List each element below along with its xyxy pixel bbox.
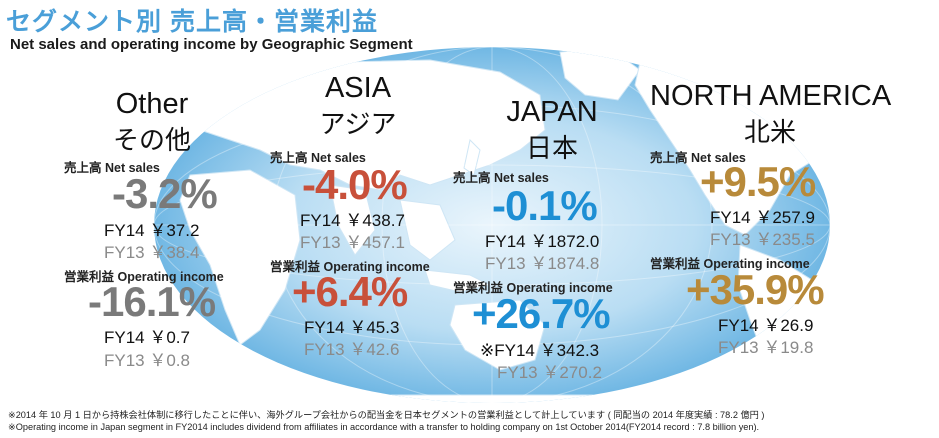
other-operating-income-label: 営業利益 Operating income <box>64 270 224 284</box>
north-america-operating-income-fy14: FY14 ￥26.9 <box>718 316 814 335</box>
latitude-line <box>154 164 830 286</box>
page-title-japanese: セグメント別 売上高・営業利益 <box>6 8 378 36</box>
longitude-line <box>381 47 603 403</box>
japan-operating-income-fy14: ※FY14 ￥342.3 <box>480 341 600 360</box>
other-net-sales-change: -3.2% <box>112 170 218 217</box>
japan-net-sales-fy14: FY14 ￥1872.0 <box>485 232 600 251</box>
north-america-net-sales-change: +9.5% <box>700 158 816 205</box>
region-name-other: Other <box>115 88 189 120</box>
southeast-asia-landmass <box>399 199 456 261</box>
north-america-operating-income-change: +35.9% <box>686 266 825 313</box>
asia-net-sales-fy14: FY14 ￥438.7 <box>300 211 405 230</box>
latitude-line <box>154 104 830 346</box>
region-name-asia: ASIA <box>324 72 392 104</box>
india-landmass <box>329 184 376 256</box>
other-operating-income-change: -16.1% <box>88 278 216 325</box>
other-operating-income-fy13: FY13 ￥0.8 <box>104 351 190 370</box>
japan-operating-income-label: 営業利益 Operating income <box>453 281 613 295</box>
region-name-north-america: NORTH AMERICA <box>650 80 892 112</box>
japan-landmass <box>463 138 481 176</box>
page-subtitle-english: Net sales and operating income by Geogra… <box>10 36 413 53</box>
other-operating-income-fy14: FY14 ￥0.7 <box>104 328 190 347</box>
region-name-japan-jp: 日本 <box>525 133 578 163</box>
north-america-net-sales-label: 売上高 Net sales <box>650 151 746 165</box>
region-name-asia-jp: アジア <box>319 109 397 139</box>
japan-net-sales-change: -0.1% <box>492 182 598 229</box>
footnote-japanese: ※2014 年 10 月 1 日から持株会社体制に移行したことに伴い、海外グルー… <box>8 410 765 420</box>
asia-operating-income-label: 営業利益 Operating income <box>270 260 430 274</box>
north-america-operating-income-label: 営業利益 Operating income <box>650 257 810 271</box>
australia-landmass <box>449 299 546 371</box>
other-net-sales-fy14: FY14 ￥37.2 <box>104 221 200 240</box>
japan-net-sales-fy13: FY13 ￥1874.8 <box>485 254 600 273</box>
footnote-english: ※Operating income in Japan segment in FY… <box>8 422 760 432</box>
japan-operating-income-change: +26.7% <box>472 290 611 337</box>
asia-net-sales-fy13: FY13 ￥457.1 <box>300 233 405 252</box>
longitude-line <box>271 47 713 403</box>
asia-net-sales-label: 売上高 Net sales <box>270 151 366 165</box>
other-net-sales-label: 売上高 Net sales <box>64 161 160 175</box>
region-name-north-america-jp: 北米 <box>743 117 796 147</box>
north-america-operating-income-fy13: FY13 ￥19.8 <box>718 338 814 357</box>
asia-net-sales-change: -4.0% <box>302 161 408 208</box>
japan-operating-income-fy13: FY13 ￥270.2 <box>497 363 602 382</box>
indonesia-landmass <box>424 269 492 293</box>
region-name-other-jp: その他 <box>112 125 191 155</box>
asia-operating-income-change: +6.4% <box>292 268 408 315</box>
region-name-japan: JAPAN <box>506 96 598 128</box>
other-net-sales-fy13: FY13 ￥38.4 <box>104 243 200 262</box>
asia-operating-income-fy13: FY13 ￥42.6 <box>304 340 400 359</box>
japan-net-sales-label: 売上高 Net sales <box>453 171 549 185</box>
north-america-net-sales-fy14: FY14 ￥257.9 <box>710 208 815 227</box>
north-america-net-sales-fy13: FY13 ￥235.5 <box>710 230 815 249</box>
africa-landmass <box>179 169 301 346</box>
asia-operating-income-fy14: FY14 ￥45.3 <box>304 318 400 337</box>
